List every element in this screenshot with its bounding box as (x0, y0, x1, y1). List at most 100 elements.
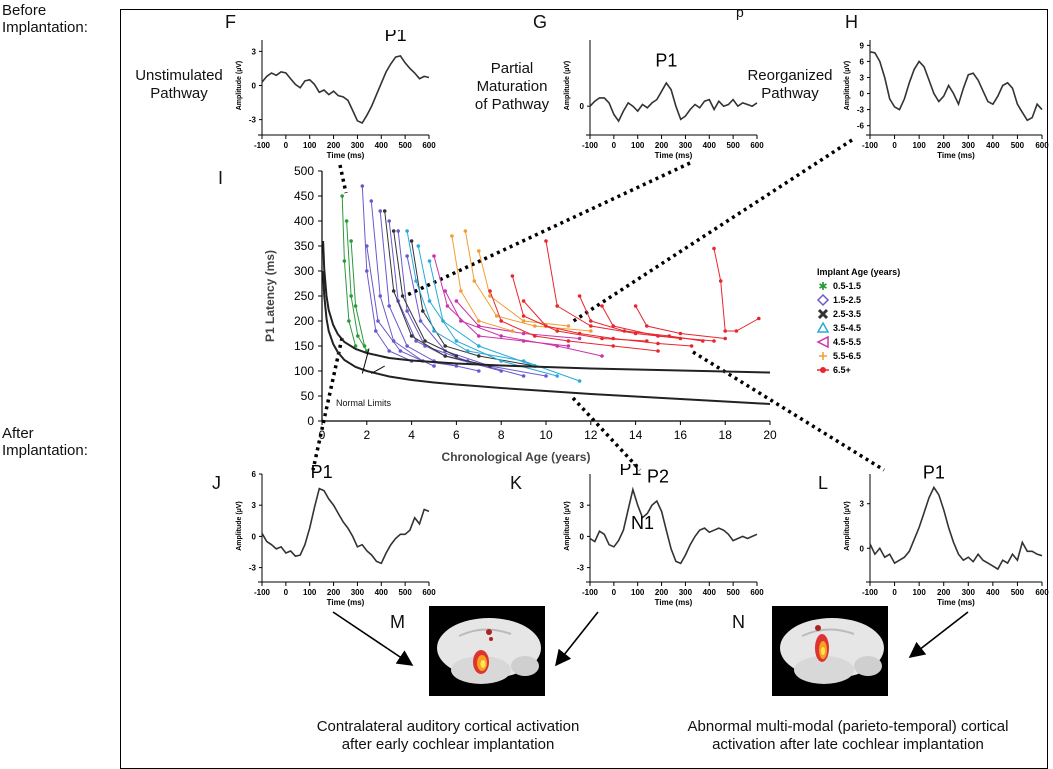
data-point (454, 354, 459, 358)
y-tick-label: 150 (294, 339, 314, 353)
data-point (566, 324, 571, 328)
x-tick-label: 500 (398, 588, 412, 597)
data-point (712, 339, 716, 343)
series-line (545, 240, 681, 339)
data-point (409, 334, 414, 338)
data-point (521, 331, 526, 336)
data-point (477, 369, 481, 373)
y-axis-label: Amplitude (µV) (236, 501, 243, 551)
data-point (423, 339, 427, 343)
x-tick-label: 400 (375, 588, 389, 597)
data-point (544, 324, 548, 328)
erp-plot-g: -100 0 100 200 300 400 500 600 0 Time (ms) Amplitu… (564, 40, 764, 160)
x-tick-label: 300 (962, 141, 976, 150)
x-tick-label: 20 (763, 428, 777, 442)
peak-label: P1 (655, 50, 677, 70)
x-tick-label: 600 (422, 588, 436, 597)
data-point (566, 339, 571, 343)
y-axis-label: Amplitude (µV) (844, 501, 851, 551)
data-point (459, 319, 463, 323)
data-point (566, 344, 571, 348)
data-point (342, 259, 347, 263)
y-tick-label: 0 (252, 82, 257, 91)
series-line (523, 300, 692, 347)
data-point (414, 339, 418, 343)
x-tick-label: 100 (912, 588, 926, 597)
connector-k (571, 396, 642, 472)
series-line (350, 240, 366, 347)
peak-label: P1 (923, 464, 945, 482)
x-axis-label: Time (ms) (327, 151, 365, 160)
data-point (611, 324, 615, 328)
data-point (510, 274, 515, 278)
data-point (441, 319, 445, 323)
connector-j (311, 337, 344, 471)
x-tick-label: 200 (655, 588, 669, 597)
y-tick-label: 50 (301, 389, 315, 403)
erp-waveform (589, 81, 758, 123)
normal-limits-label: Normal Limits (336, 398, 392, 408)
data-point (344, 219, 349, 223)
legend-marker (820, 367, 826, 373)
data-point (405, 344, 409, 348)
erp-waveform (261, 54, 430, 125)
x-tick-label: 600 (1035, 588, 1049, 597)
data-point (347, 319, 351, 323)
peak-label: P1 (385, 30, 407, 45)
after-implantation-label: After Implantation: (2, 425, 88, 459)
panel-letter-h: H (845, 12, 858, 32)
x-tick-label: -100 (862, 141, 879, 150)
legend-entry: 6.5+ (833, 365, 851, 375)
y-axis-label: P1 Latency (ms) (263, 250, 277, 342)
x-tick-label: 18 (719, 428, 733, 442)
panel-letter-k: K (510, 473, 523, 493)
x-tick-label: 0 (284, 588, 289, 597)
data-point (391, 289, 396, 293)
erp-waveform (261, 487, 430, 565)
data-point (521, 299, 526, 303)
legend-entry: 4.5-5.5 (833, 337, 861, 347)
x-tick-label: 400 (986, 588, 1000, 597)
y-tick-label: 3 (252, 501, 257, 510)
data-point (577, 294, 582, 298)
series-line (370, 200, 457, 367)
legend-entry: 5.5-6.5 (833, 351, 861, 361)
data-point (387, 219, 391, 223)
y-tick-label: 0 (307, 414, 314, 428)
data-point (544, 239, 548, 243)
x-axis-label: Chronological Age (years) (442, 450, 591, 464)
data-point (432, 329, 436, 333)
data-point (373, 329, 378, 333)
x-tick-label: 600 (750, 588, 764, 597)
data-point (356, 334, 360, 338)
data-point (589, 329, 593, 333)
data-point (589, 319, 593, 323)
panel-letter-g: G (533, 12, 548, 32)
peak-label: P1 (620, 464, 642, 479)
data-point (443, 354, 447, 358)
series-line (478, 250, 569, 327)
series-line (429, 260, 535, 367)
x-tick-label: -100 (582, 141, 599, 150)
data-point (387, 349, 391, 353)
series-line (456, 300, 580, 339)
series-line (601, 305, 715, 342)
data-point (656, 349, 660, 353)
y-tick-label: -3 (857, 106, 865, 115)
x-tick-label: 200 (327, 141, 341, 150)
data-point (477, 324, 481, 328)
x-tick-label: 400 (375, 141, 389, 150)
y-axis-label: Amplitude (µV) (564, 61, 571, 111)
data-point (622, 329, 627, 333)
data-point (723, 329, 727, 333)
data-point (577, 331, 582, 336)
data-point (533, 334, 537, 338)
series-line (417, 245, 558, 377)
y-tick-label: 0 (860, 90, 865, 99)
y-tick-label: 9 (860, 41, 865, 50)
y-tick-label: -6 (857, 122, 865, 131)
data-point (555, 344, 559, 348)
panel-letter-f: F (225, 12, 236, 32)
y-tick-label: 350 (294, 239, 314, 253)
data-point (349, 239, 353, 243)
